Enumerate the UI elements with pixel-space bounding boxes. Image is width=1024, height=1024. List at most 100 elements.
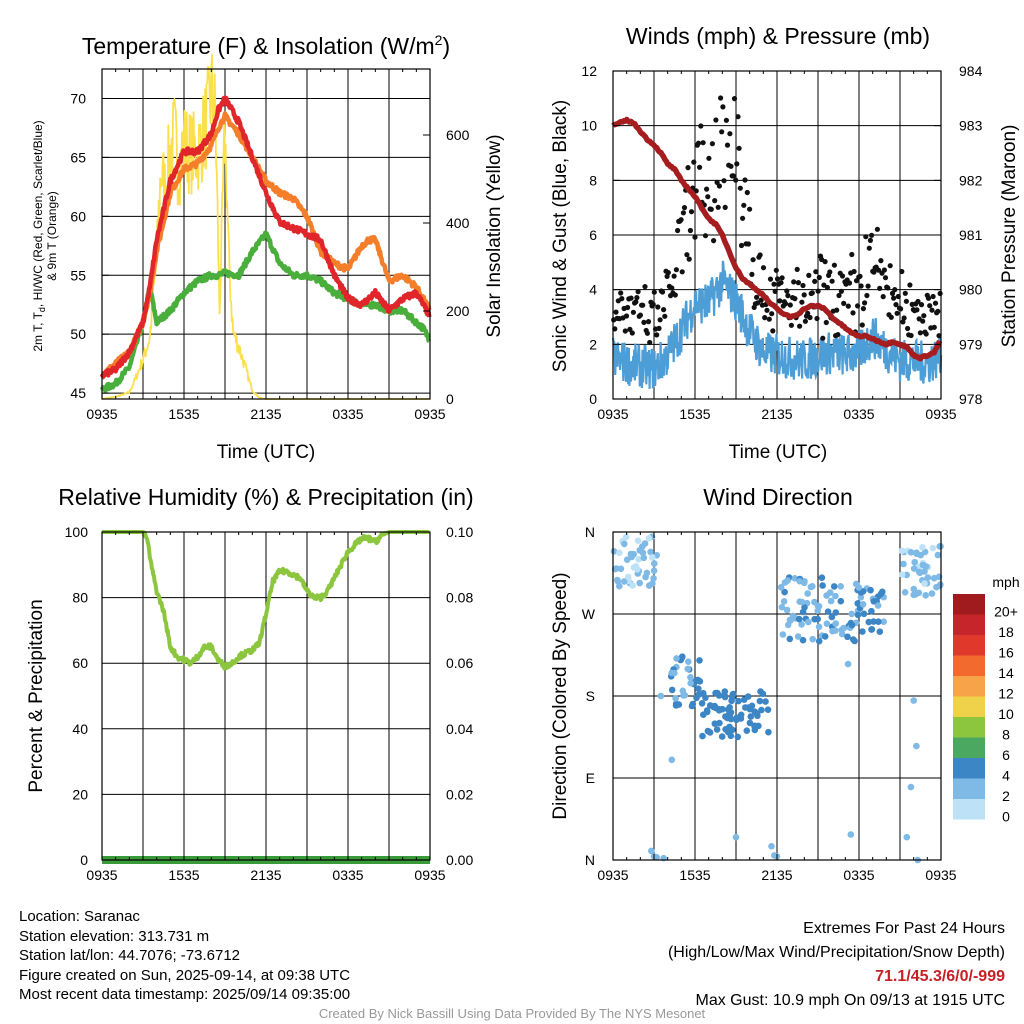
direction-point xyxy=(818,574,826,581)
gust-point xyxy=(767,276,774,282)
gust-point xyxy=(905,325,911,332)
gust-point xyxy=(691,159,697,165)
legend-label: 2 xyxy=(1002,788,1010,804)
gust-point xyxy=(721,178,727,184)
temperature-ylabel-line2: & 9m T (Orange) xyxy=(45,191,59,281)
legend-swatch xyxy=(953,655,985,676)
legend-label: 6 xyxy=(1002,747,1010,763)
gust-point xyxy=(706,155,712,161)
legend-swatch xyxy=(953,799,985,820)
direction-point xyxy=(672,695,679,702)
gust-point xyxy=(709,141,716,147)
gust-point xyxy=(822,259,828,265)
legend-swatch xyxy=(953,635,985,656)
direction-point xyxy=(649,554,656,561)
direction-point xyxy=(673,655,680,662)
direction-point xyxy=(844,660,852,668)
y2-tick-label: 0.08 xyxy=(446,590,473,606)
dewpoint-line xyxy=(99,230,431,393)
gust-point xyxy=(715,204,721,210)
y2-tick-label: 978 xyxy=(959,391,983,407)
gust-point xyxy=(921,313,927,319)
gust-point xyxy=(860,306,867,312)
direction-point xyxy=(848,610,855,618)
direction-point xyxy=(919,544,926,551)
x-tick-label: 0935 xyxy=(86,406,117,422)
y2-tick-label: 981 xyxy=(959,227,983,243)
direction-point xyxy=(639,543,646,550)
gust-point xyxy=(750,257,756,263)
direction-point xyxy=(827,597,835,605)
gust-point xyxy=(619,296,625,302)
gust-point xyxy=(733,177,739,183)
winds-series xyxy=(611,95,943,389)
gust-point xyxy=(806,272,812,278)
direction-point xyxy=(713,726,721,733)
gust-point xyxy=(914,307,920,313)
gust-point xyxy=(907,282,913,288)
gust-point xyxy=(801,292,807,298)
max-gust-text: Max Gust: 10.9 mph On 09/13 at 1915 UTC xyxy=(695,992,1006,1009)
direction-point xyxy=(898,571,906,578)
gust-point xyxy=(728,163,734,169)
y-tick-label: S xyxy=(586,688,595,704)
y2-tick-label: 600 xyxy=(446,127,470,143)
speed-legend: 20+ 18 16 14 12 10 8 6 4 2 0 xyxy=(953,594,1018,824)
winds-panel: Winds (mph) & Pressure (mb) Sonic Wind &… xyxy=(550,23,1020,463)
gust-point xyxy=(930,293,936,300)
gust-point xyxy=(788,322,795,328)
solar-ylabel: Solar Insolation (Yellow) xyxy=(484,134,505,337)
gust-point xyxy=(809,290,815,296)
gust-point xyxy=(642,284,648,290)
gust-point xyxy=(835,332,841,338)
elevation-text: Station elevation: 313.731 m xyxy=(19,927,210,945)
direction-point xyxy=(870,598,878,605)
direction-point xyxy=(921,568,928,575)
direction-point xyxy=(684,665,692,673)
gust-point xyxy=(823,319,829,326)
gust-point xyxy=(734,161,740,167)
direction-point xyxy=(613,565,620,572)
direction-point xyxy=(733,714,740,721)
direction-point xyxy=(819,582,826,589)
humidity-title: Relative Humidity (%) & Precipitation (i… xyxy=(58,484,473,510)
legend-label: 10 xyxy=(998,706,1014,722)
legend-label: 8 xyxy=(1002,726,1010,742)
direction-point xyxy=(747,713,755,720)
gust-point xyxy=(766,316,772,322)
gust-point xyxy=(716,183,723,189)
direction-point xyxy=(643,569,651,577)
legend-title: mph xyxy=(992,574,1019,590)
humidity-gridlines xyxy=(102,531,430,861)
gust-point xyxy=(655,304,661,310)
legend-label: 0 xyxy=(1002,808,1010,824)
direction-point xyxy=(779,631,787,638)
legend-label: 20+ xyxy=(994,603,1018,619)
gust-point xyxy=(692,234,698,240)
gust-point xyxy=(795,280,802,286)
gust-point xyxy=(875,267,882,273)
gust-point xyxy=(769,311,775,317)
gust-point xyxy=(824,284,831,291)
gust-point xyxy=(633,299,639,305)
x-tick-label: 0935 xyxy=(925,406,956,422)
y-tick-label: 0 xyxy=(80,852,88,868)
legend-swatch xyxy=(953,717,985,738)
direction-point xyxy=(805,618,812,626)
direction-point xyxy=(624,573,632,581)
direction-point xyxy=(636,579,643,587)
gust-point xyxy=(816,274,822,281)
direction-frame xyxy=(612,531,942,861)
direction-point xyxy=(910,565,918,572)
gust-point xyxy=(678,217,684,223)
y2-tick-label: 0 xyxy=(446,391,454,407)
direction-point xyxy=(650,575,657,582)
direction-point xyxy=(907,783,915,791)
gust-point xyxy=(708,206,714,212)
gust-point xyxy=(719,129,725,135)
gust-point xyxy=(740,215,746,221)
direction-point xyxy=(764,706,772,713)
legend-label: 4 xyxy=(1002,767,1010,783)
direction-point xyxy=(815,623,823,631)
